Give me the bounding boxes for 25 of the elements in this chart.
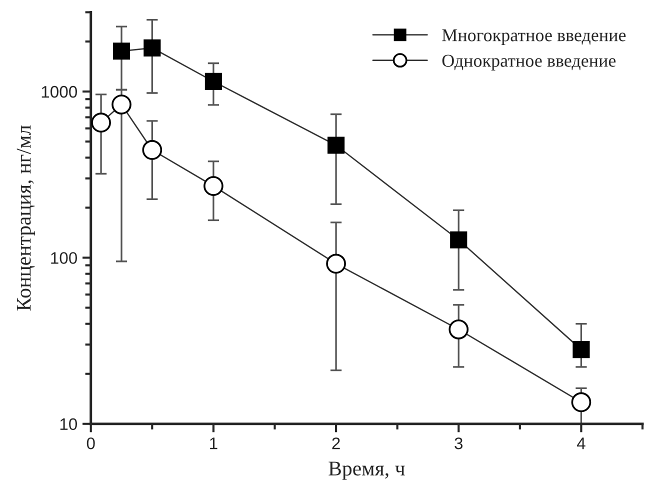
point [142, 140, 162, 160]
point [91, 112, 111, 133]
y-axis-title: Концентрация, нг/мл [16, 125, 36, 311]
y-tick-label: 1000 [42, 86, 78, 98]
point [450, 231, 468, 248]
point [571, 392, 592, 412]
point [144, 39, 161, 56]
point [327, 136, 345, 154]
y-tick-label: 100 [51, 252, 78, 264]
x-tick-label: 3 [454, 437, 463, 450]
legend-label: Однократное введение [442, 54, 616, 70]
y-tick-label: 10 [60, 418, 78, 430]
point [112, 94, 132, 114]
x-tick-label: 1 [210, 438, 218, 450]
point [448, 320, 469, 340]
point [204, 72, 222, 90]
x-tick-label: 0 [86, 437, 95, 450]
point [112, 42, 130, 60]
x-tick-label: 4 [576, 438, 586, 450]
point [326, 254, 346, 274]
point [204, 176, 224, 196]
x-tick-label: 2 [332, 437, 340, 450]
point [572, 341, 590, 358]
legend-label: Многократное введение [442, 29, 626, 45]
x-axis-title: Время, ч [328, 462, 405, 480]
